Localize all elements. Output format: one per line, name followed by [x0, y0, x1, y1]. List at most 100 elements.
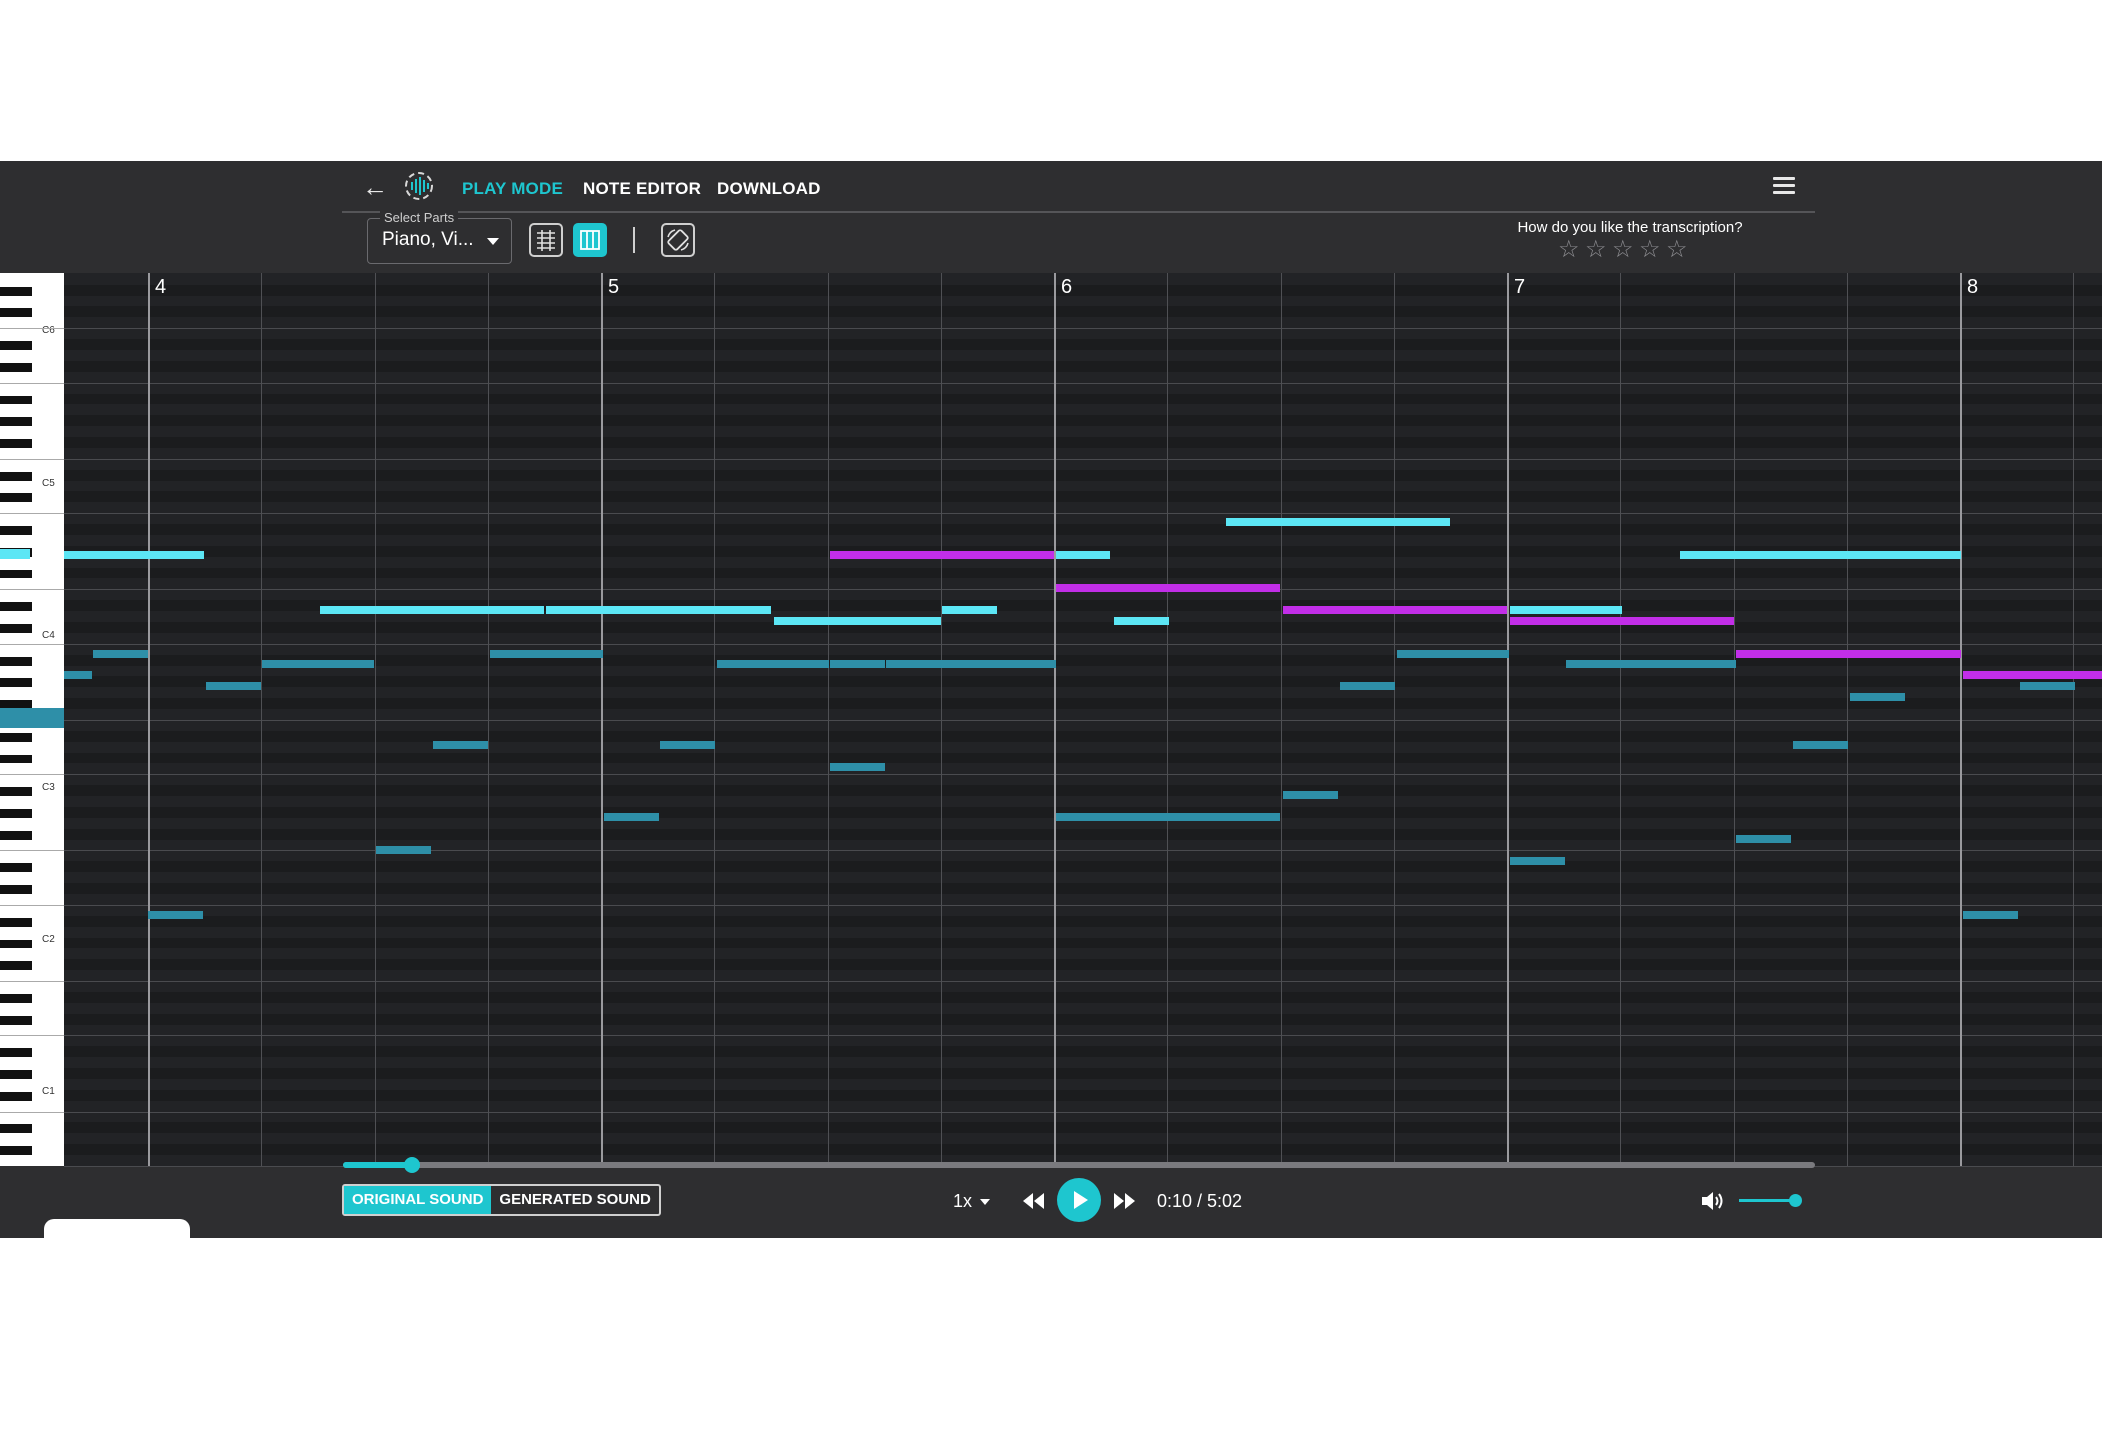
bass-note[interactable] — [93, 650, 148, 658]
highlighted-note[interactable] — [830, 551, 1054, 559]
highlighted-note[interactable] — [1736, 650, 1961, 658]
lead-note[interactable] — [1226, 518, 1450, 526]
black-key[interactable] — [0, 569, 32, 579]
star-icon[interactable]: ☆ — [1639, 236, 1661, 263]
black-key[interactable] — [0, 917, 32, 927]
playback-speed-select[interactable]: 1x — [953, 1191, 991, 1212]
bass-note[interactable] — [830, 660, 885, 668]
bass-note[interactable] — [830, 763, 885, 771]
rotate-icon[interactable] — [661, 223, 695, 257]
bass-note[interactable] — [433, 741, 488, 749]
note-grid[interactable]: 4 5 6 7 8 — [64, 273, 2102, 1167]
star-icon[interactable]: ☆ — [1585, 236, 1607, 263]
fast-forward-icon[interactable] — [1112, 1192, 1136, 1215]
bass-note[interactable] — [2020, 682, 2075, 690]
select-parts-dropdown[interactable]: Select Parts Piano, Vi... — [367, 210, 512, 264]
star-icon[interactable]: ☆ — [1558, 236, 1580, 263]
black-key[interactable] — [0, 732, 32, 742]
progress-handle[interactable] — [403, 1157, 420, 1173]
logo-icon[interactable] — [402, 169, 436, 203]
star-icon[interactable]: ☆ — [1666, 236, 1688, 263]
highlighted-note[interactable] — [1056, 584, 1280, 592]
highlighted-note[interactable] — [1963, 671, 2102, 679]
bass-note[interactable] — [1850, 693, 1905, 701]
tab-download[interactable]: DOWNLOAD — [717, 179, 821, 198]
bass-note[interactable] — [886, 660, 1056, 668]
black-key[interactable] — [0, 700, 32, 710]
bass-note[interactable] — [1397, 650, 1509, 658]
black-key[interactable] — [0, 787, 32, 797]
bass-note[interactable] — [490, 650, 603, 658]
bass-note[interactable] — [1566, 660, 1736, 668]
black-key[interactable] — [0, 471, 32, 481]
black-key[interactable] — [0, 493, 32, 503]
lead-note[interactable] — [546, 606, 771, 614]
bass-note[interactable] — [148, 911, 203, 919]
volume-handle[interactable] — [1789, 1194, 1802, 1207]
bass-note[interactable] — [660, 741, 715, 749]
black-key[interactable] — [0, 286, 32, 296]
bass-note[interactable] — [1283, 791, 1338, 799]
bass-note[interactable] — [604, 813, 659, 821]
lead-note[interactable] — [320, 606, 544, 614]
black-key[interactable] — [0, 602, 32, 612]
black-key[interactable] — [0, 939, 32, 949]
lead-note[interactable] — [64, 551, 204, 559]
rewind-icon[interactable] — [1022, 1192, 1046, 1215]
black-key[interactable] — [0, 417, 32, 427]
black-key[interactable] — [0, 678, 32, 688]
black-key[interactable] — [0, 961, 32, 971]
black-key[interactable] — [0, 526, 32, 535]
black-key[interactable] — [0, 830, 32, 840]
lead-note[interactable] — [1056, 551, 1110, 559]
star-icon[interactable]: ☆ — [1612, 236, 1634, 263]
black-key[interactable] — [0, 1070, 32, 1079]
lead-note[interactable] — [1114, 617, 1169, 625]
bass-note[interactable] — [262, 660, 374, 668]
bass-note[interactable] — [717, 660, 829, 668]
bass-note[interactable] — [376, 846, 431, 854]
play-button[interactable] — [1057, 1178, 1101, 1222]
bass-note[interactable] — [1963, 911, 2018, 919]
black-key[interactable] — [0, 1048, 32, 1058]
tab-play-mode[interactable]: PLAY MODE — [462, 179, 563, 198]
black-key[interactable] — [0, 624, 32, 633]
black-key[interactable] — [0, 439, 32, 448]
black-key[interactable] — [0, 308, 32, 318]
black-key[interactable] — [0, 362, 32, 372]
playback-progress[interactable] — [343, 1157, 1815, 1173]
lead-note[interactable] — [942, 606, 997, 614]
tab-note-editor[interactable]: NOTE EDITOR — [583, 179, 702, 198]
piano-roll-icon[interactable] — [573, 223, 607, 257]
original-sound-button[interactable]: ORIGINAL SOUND — [344, 1186, 492, 1214]
back-arrow-icon[interactable]: ← — [362, 172, 388, 202]
black-key[interactable] — [0, 656, 32, 666]
volume-slider[interactable] — [1739, 1199, 1795, 1202]
lead-note[interactable] — [1680, 551, 1961, 559]
mixer-icon[interactable] — [529, 223, 563, 257]
black-key[interactable] — [0, 993, 32, 1003]
bass-note[interactable] — [206, 682, 261, 690]
lead-note[interactable] — [1510, 606, 1622, 614]
bass-note[interactable] — [1510, 857, 1565, 865]
black-key[interactable] — [0, 863, 32, 873]
black-key[interactable] — [0, 808, 32, 818]
menu-icon[interactable] — [1773, 177, 1795, 195]
black-key[interactable] — [0, 395, 32, 405]
bass-note[interactable] — [1056, 813, 1280, 821]
piano-keyboard[interactable]: C6 C5 C4 C3 C2 C1 — [0, 273, 64, 1166]
black-key[interactable] — [0, 1124, 32, 1134]
bass-note[interactable] — [1736, 835, 1791, 843]
highlighted-note[interactable] — [1510, 617, 1734, 625]
black-key[interactable] — [0, 1091, 32, 1101]
lead-note[interactable] — [774, 617, 941, 625]
black-key[interactable] — [0, 1015, 32, 1025]
black-key[interactable] — [0, 341, 32, 350]
black-key[interactable] — [0, 754, 32, 764]
generated-sound-button[interactable]: GENERATED SOUND — [499, 1191, 651, 1208]
bass-note[interactable] — [1340, 682, 1395, 690]
black-key[interactable] — [0, 885, 32, 894]
bass-note[interactable] — [1793, 741, 1848, 749]
black-key[interactable] — [0, 1146, 32, 1156]
bass-note[interactable] — [64, 671, 92, 679]
